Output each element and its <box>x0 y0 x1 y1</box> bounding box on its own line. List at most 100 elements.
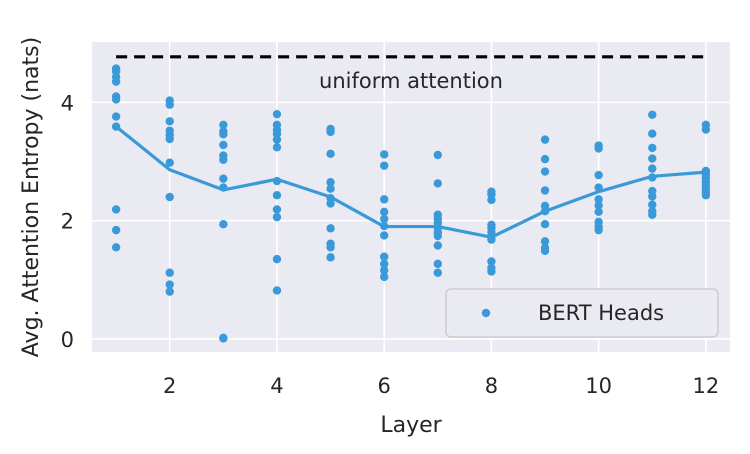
bert-head-point <box>379 259 389 269</box>
bert-head-point <box>594 183 603 192</box>
x-tick-label: 2 <box>163 374 176 398</box>
legend-marker <box>481 308 491 318</box>
legend: BERT Heads <box>445 288 719 338</box>
bert-head-point <box>433 268 443 277</box>
bert-head-point <box>272 286 282 295</box>
bert-head-point <box>701 125 711 134</box>
bert-head-point <box>648 173 657 182</box>
data-points <box>111 64 711 343</box>
bert-head-point <box>165 100 174 109</box>
bert-head-point <box>272 176 282 186</box>
bert-head-point <box>272 129 282 138</box>
bert-head-point <box>219 334 228 343</box>
bert-head-point <box>219 130 228 139</box>
bert-head-point <box>594 207 603 216</box>
bert-head-point <box>165 117 174 126</box>
bert-head-point <box>648 192 657 201</box>
bert-head-point <box>165 192 174 202</box>
bert-head-point <box>648 164 657 173</box>
bert-head-point <box>594 195 603 204</box>
bert-head-point <box>111 112 121 121</box>
bert-head-point <box>272 254 282 264</box>
x-axis-label: Layer <box>380 413 442 438</box>
bert-head-point <box>219 155 228 164</box>
bert-head-point <box>540 206 550 216</box>
bert-head-point <box>272 191 282 200</box>
bert-head-point <box>219 183 228 192</box>
bert-head-point <box>540 237 550 246</box>
bert-head-point <box>379 214 389 224</box>
bert-head-point <box>272 109 282 119</box>
bert-head-point <box>219 174 228 183</box>
bert-head-point <box>487 267 496 276</box>
bert-head-point <box>272 143 282 152</box>
bert-head-point <box>433 150 443 160</box>
bert-head-point <box>111 205 121 214</box>
bert-head-point <box>111 95 121 104</box>
x-tick-label: 6 <box>378 374 391 398</box>
bert-head-point <box>701 191 711 200</box>
bert-head-point <box>165 134 174 144</box>
bert-head-point <box>379 161 389 170</box>
bert-head-point <box>219 140 228 150</box>
y-tick-label: 4 <box>61 91 74 115</box>
bert-head-point <box>648 154 657 163</box>
bert-head-point <box>540 167 550 176</box>
bert-head-point <box>648 210 657 219</box>
bert-head-point <box>219 220 228 229</box>
bert-head-point <box>379 195 389 204</box>
legend-box <box>445 288 719 338</box>
bert-head-point <box>433 179 443 188</box>
bert-head-point <box>111 122 121 131</box>
bert-head-point <box>379 150 389 159</box>
bert-head-point <box>165 280 174 289</box>
bert-head-point <box>379 221 389 231</box>
bert-head-point <box>433 231 443 241</box>
bert-head-point <box>648 200 657 209</box>
bert-head-point <box>326 184 335 193</box>
bert-head-point <box>594 170 603 180</box>
legend-label: BERT Heads <box>538 301 664 325</box>
bert-head-point <box>648 129 657 138</box>
bert-head-point <box>326 149 335 159</box>
bert-head-point <box>326 178 335 187</box>
bert-head-point <box>594 225 603 235</box>
bert-head-point <box>487 235 496 244</box>
bert-head-point <box>111 77 121 86</box>
x-tick-label: 12 <box>693 374 720 398</box>
bert-head-point <box>272 212 282 222</box>
x-tick-label: 8 <box>485 374 498 398</box>
annotation-uniform-attention: uniform attention <box>319 69 503 93</box>
bert-head-point <box>487 257 496 266</box>
bert-head-point <box>648 110 657 119</box>
y-axis-label: Avg. Attention Entropy (nats) <box>19 37 44 357</box>
bert-head-point <box>326 224 335 233</box>
bert-head-point <box>379 207 389 216</box>
x-tick-label: 10 <box>585 374 612 398</box>
y-tick-label: 2 <box>61 210 74 234</box>
bert-head-point <box>379 231 389 240</box>
bert-head-point <box>326 243 335 252</box>
bert-head-point <box>379 266 389 275</box>
bert-head-point <box>540 186 550 195</box>
bert-head-point <box>540 135 550 144</box>
bert-head-point <box>111 225 121 235</box>
bert-head-point <box>165 158 174 167</box>
bert-head-point <box>540 220 550 229</box>
bert-head-point <box>272 135 282 144</box>
bert-head-point <box>594 201 603 210</box>
x-tick-label: 4 <box>270 374 283 398</box>
bert-head-point <box>326 253 335 262</box>
tick-labels: 2 4 6 8 10 12 0 2 4 <box>61 91 720 398</box>
bert-head-point <box>326 199 335 208</box>
layer-mean-line <box>115 125 706 239</box>
bert-head-point <box>540 246 550 256</box>
bert-head-point <box>540 154 550 164</box>
bert-head-point <box>433 241 443 250</box>
bert-head-point <box>648 143 657 153</box>
bert-head-point <box>165 268 174 277</box>
bert-head-point <box>433 259 443 269</box>
bert-head-point <box>165 287 174 296</box>
